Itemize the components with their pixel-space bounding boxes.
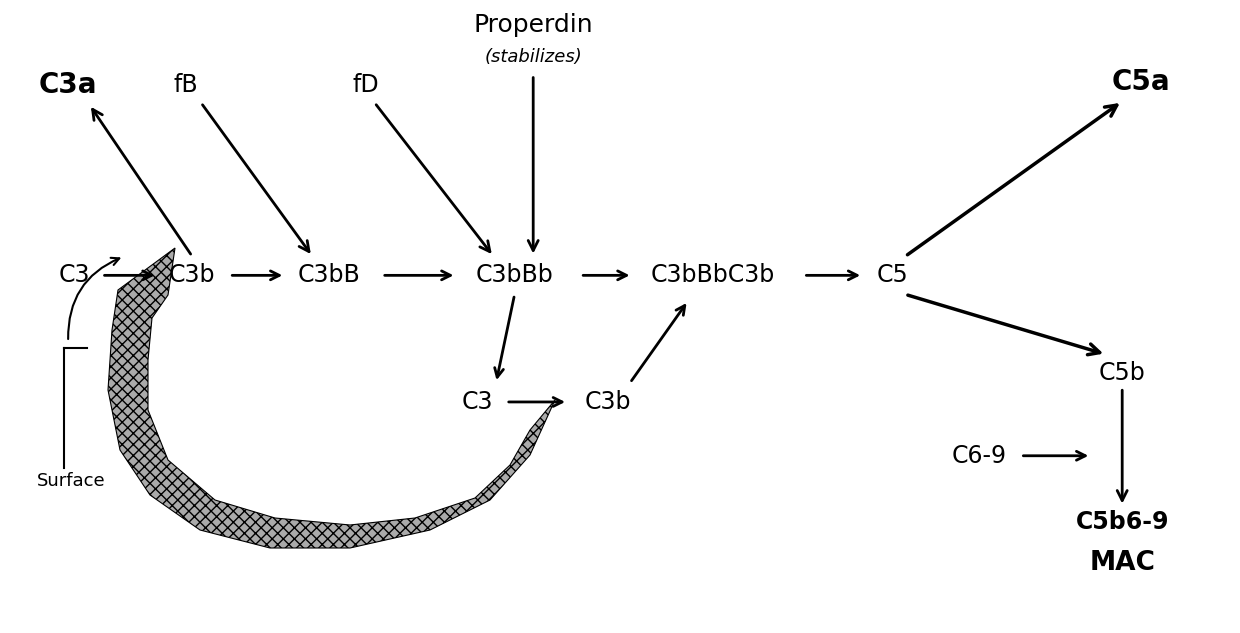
Text: C3b: C3b	[584, 390, 631, 414]
Text: C3bBbC3b: C3bBbC3b	[651, 263, 775, 287]
Text: C6-9: C6-9	[952, 444, 1007, 468]
Text: Surface: Surface	[37, 472, 105, 490]
Text: C3b: C3b	[169, 263, 216, 287]
Text: C3a: C3a	[38, 72, 98, 99]
Text: C3: C3	[58, 263, 91, 287]
Text: C3bBb: C3bBb	[476, 263, 553, 287]
Text: fD: fD	[352, 73, 379, 97]
Text: C5b6-9: C5b6-9	[1075, 510, 1169, 534]
Text: C5: C5	[877, 263, 909, 287]
Text: C3: C3	[461, 390, 494, 414]
Text: MAC: MAC	[1089, 550, 1156, 577]
Text: fB: fB	[174, 73, 198, 97]
Text: (stabilizes): (stabilizes)	[485, 48, 582, 66]
Text: C5b: C5b	[1099, 361, 1146, 385]
Text: C5a: C5a	[1111, 68, 1171, 96]
Text: C3bB: C3bB	[298, 263, 360, 287]
Text: Properdin: Properdin	[474, 13, 593, 37]
Polygon shape	[108, 248, 556, 548]
